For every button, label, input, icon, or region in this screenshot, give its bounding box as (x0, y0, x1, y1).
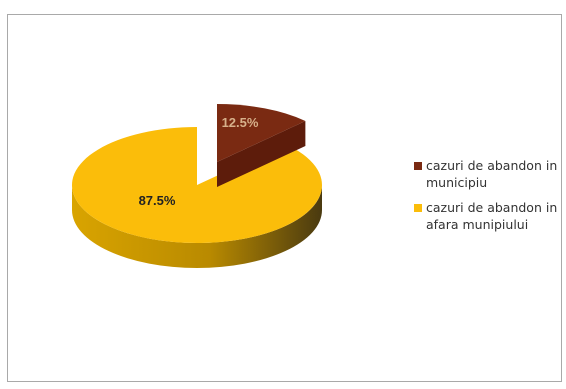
legend-item-afara-municipiului: cazuri de abandon in afara munipiului (414, 199, 564, 233)
pie-data-labels: 12.5% 87.5% (139, 115, 259, 208)
legend: cazuri de abandon in municipiu cazuri de… (414, 157, 564, 241)
legend-item-municipiu: cazuri de abandon in municipiu (414, 157, 564, 191)
data-label-municipiu: 12.5% (222, 115, 259, 130)
legend-label-afara-municipiului: cazuri de abandon in afara munipiului (426, 200, 558, 232)
legend-label-municipiu: cazuri de abandon in municipiu (426, 158, 558, 190)
slice-wall2-municipiu (217, 120, 306, 187)
legend-swatch-afara-municipiului (414, 204, 422, 212)
legend-swatch-municipiu (414, 162, 422, 170)
slice-afara-municipiului (71, 127, 322, 243)
data-label-afara-municipiului: 87.5% (139, 193, 176, 208)
slice-side-afara-municipiului (72, 185, 322, 268)
pie-slices (71, 104, 322, 268)
slice-municipiu (217, 104, 306, 162)
